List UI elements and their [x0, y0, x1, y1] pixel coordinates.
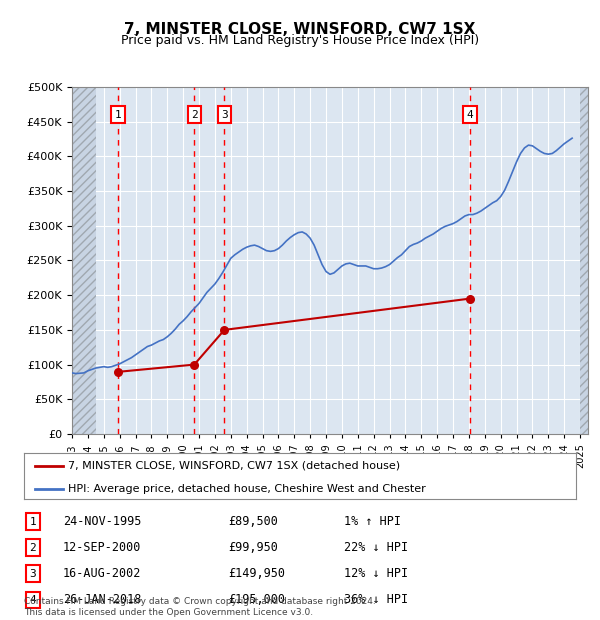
Text: 24-NOV-1995: 24-NOV-1995 [62, 515, 141, 528]
Text: 26-JAN-2018: 26-JAN-2018 [62, 593, 141, 606]
Text: 2: 2 [29, 542, 36, 553]
Text: 16-AUG-2002: 16-AUG-2002 [62, 567, 141, 580]
Text: 12% ↓ HPI: 12% ↓ HPI [344, 567, 408, 580]
Text: 7, MINSTER CLOSE, WINSFORD, CW7 1SX: 7, MINSTER CLOSE, WINSFORD, CW7 1SX [124, 22, 476, 37]
Text: 1: 1 [115, 110, 121, 120]
Text: 36% ↓ HPI: 36% ↓ HPI [344, 593, 408, 606]
Text: HPI: Average price, detached house, Cheshire West and Chester: HPI: Average price, detached house, Ches… [68, 484, 426, 494]
Text: 22% ↓ HPI: 22% ↓ HPI [344, 541, 408, 554]
Point [465, 294, 475, 304]
Text: 12-SEP-2000: 12-SEP-2000 [62, 541, 141, 554]
Text: Contains HM Land Registry data © Crown copyright and database right 2024.
This d: Contains HM Land Registry data © Crown c… [24, 598, 376, 617]
Point [113, 367, 123, 377]
Text: 1% ↑ HPI: 1% ↑ HPI [344, 515, 401, 528]
Text: £195,000: £195,000 [228, 593, 285, 606]
Bar [72, 87, 96, 434]
Point [190, 360, 199, 370]
Bar [580, 87, 588, 434]
Text: £89,500: £89,500 [228, 515, 278, 528]
Text: Price paid vs. HM Land Registry's House Price Index (HPI): Price paid vs. HM Land Registry's House … [121, 34, 479, 47]
Text: 1: 1 [29, 516, 36, 527]
Text: 4: 4 [467, 110, 473, 120]
Text: 3: 3 [221, 110, 228, 120]
Text: 2: 2 [191, 110, 197, 120]
Point [220, 325, 229, 335]
Text: £149,950: £149,950 [228, 567, 285, 580]
Text: £99,950: £99,950 [228, 541, 278, 554]
Text: 4: 4 [29, 595, 36, 605]
Text: 7, MINSTER CLOSE, WINSFORD, CW7 1SX (detached house): 7, MINSTER CLOSE, WINSFORD, CW7 1SX (det… [68, 461, 400, 471]
Text: 3: 3 [29, 569, 36, 579]
